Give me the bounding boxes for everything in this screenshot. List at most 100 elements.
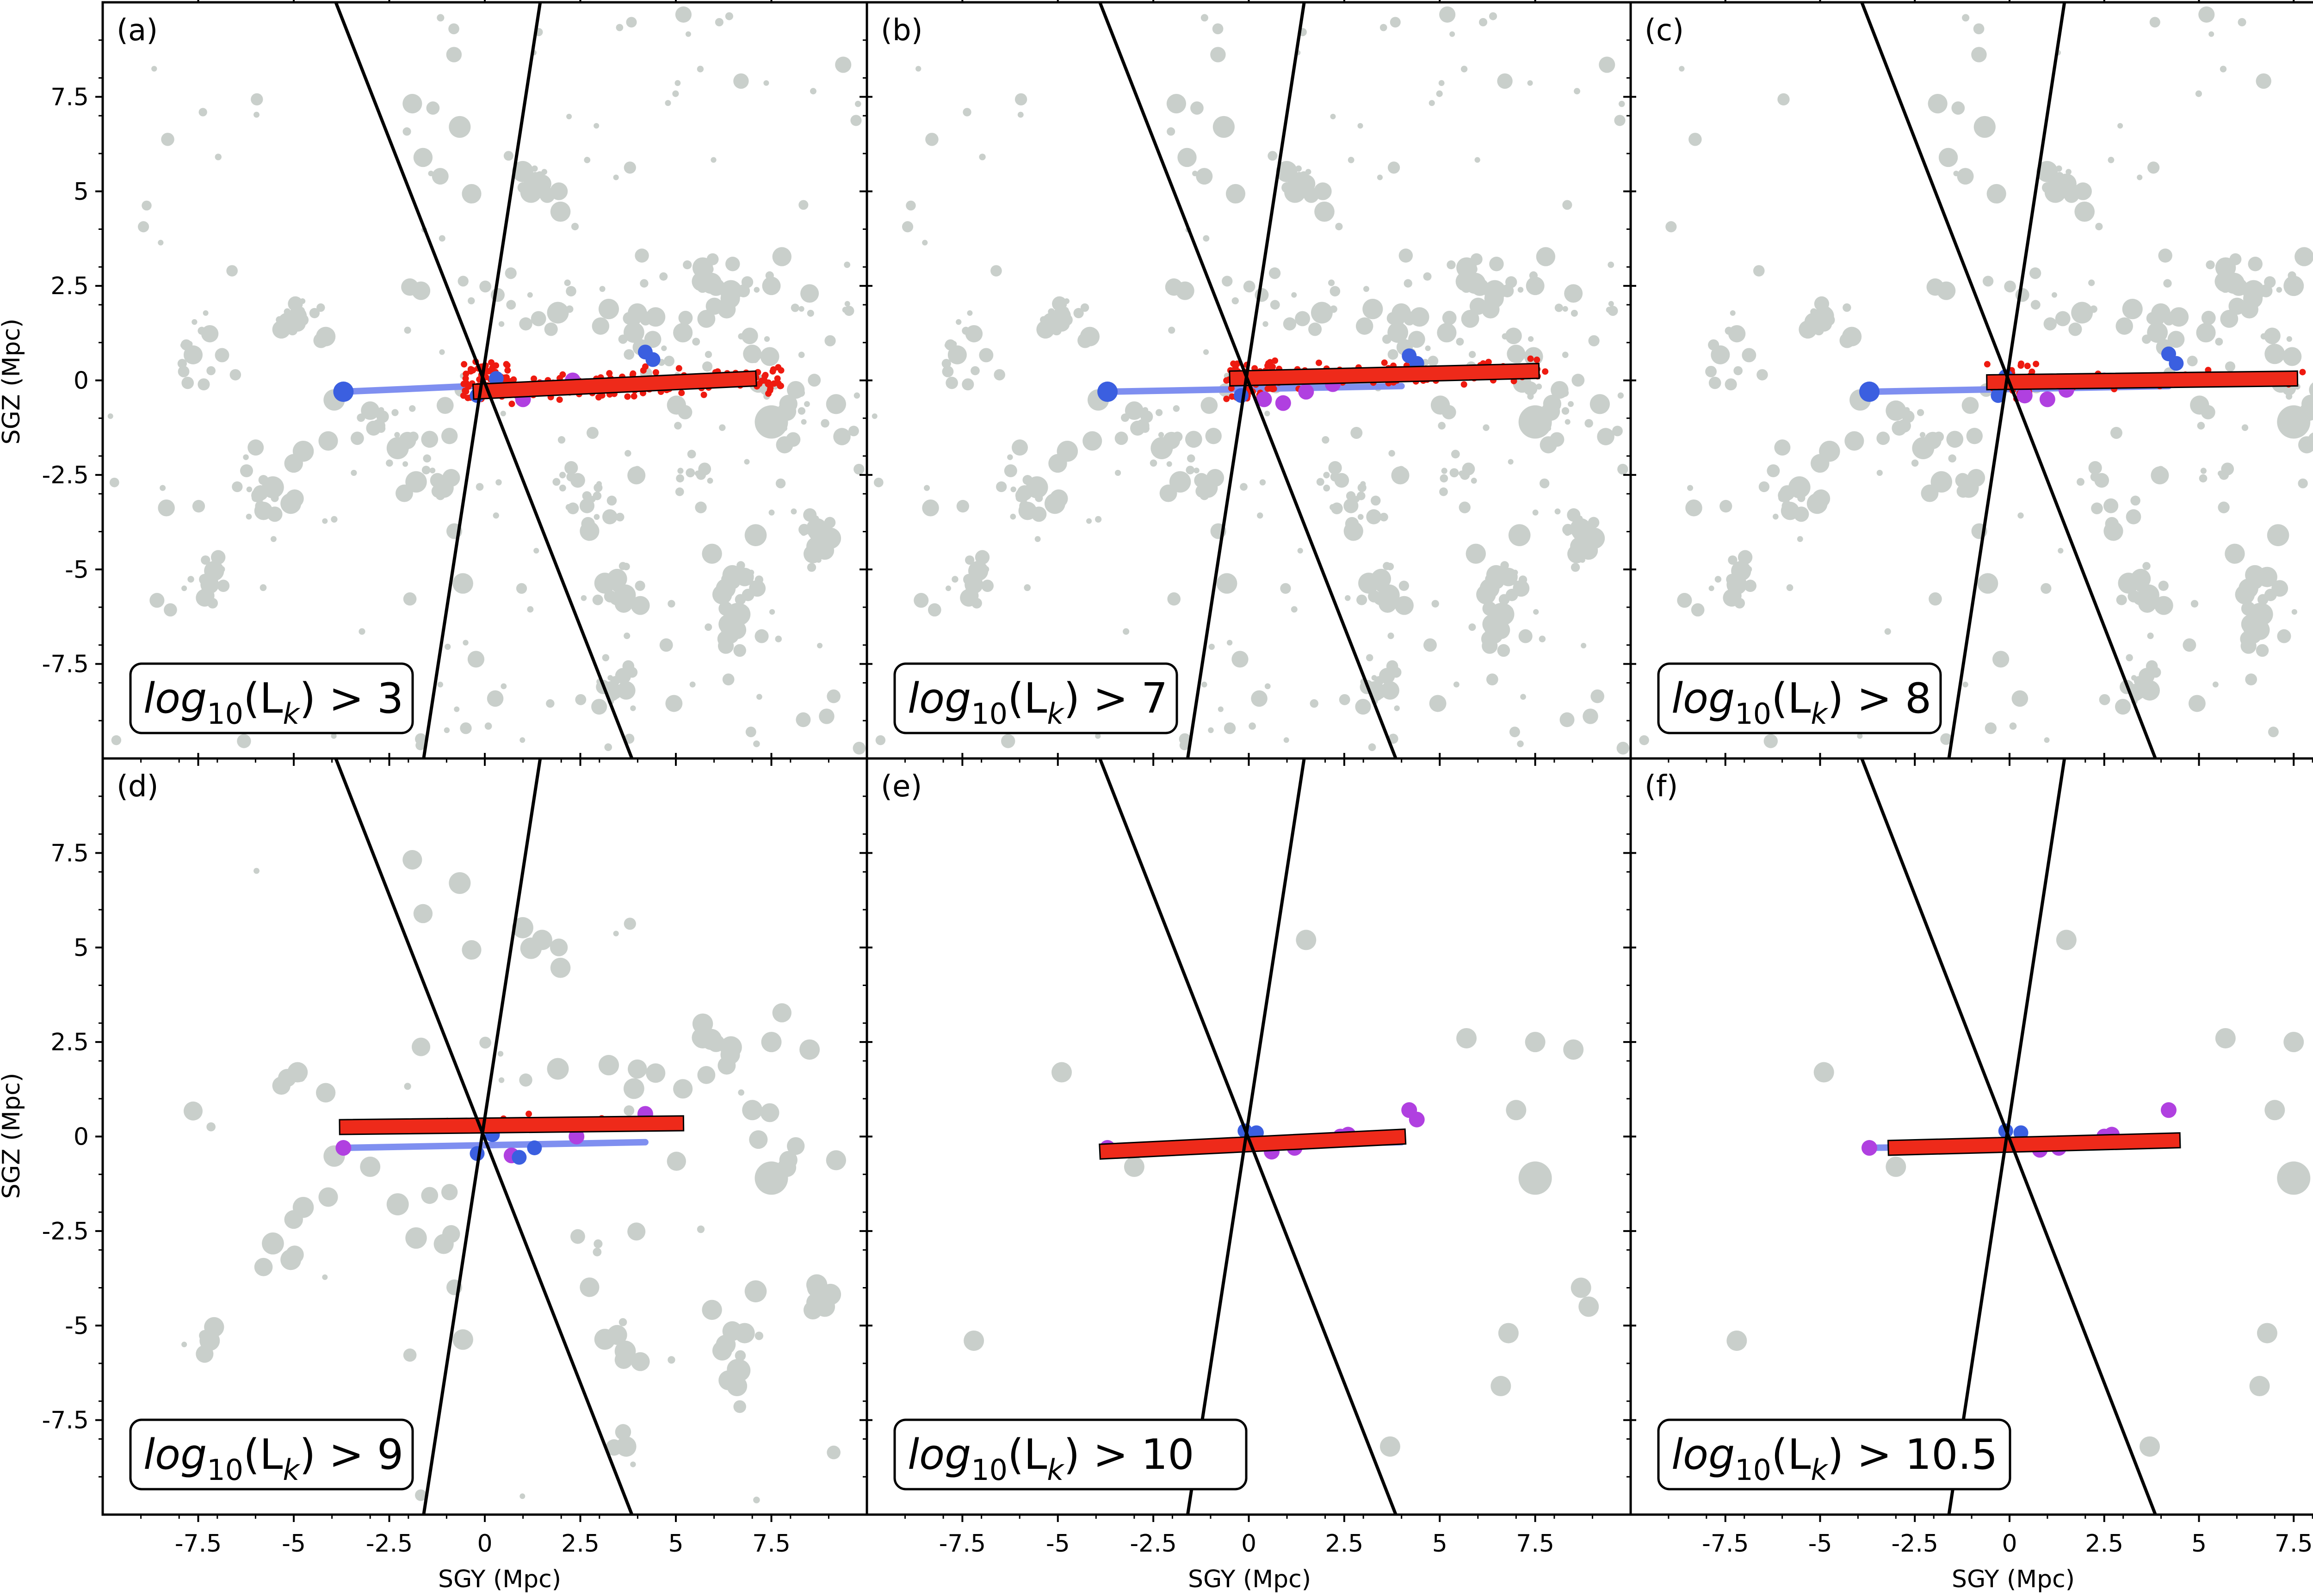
background-galaxy xyxy=(726,294,736,304)
background-galaxy xyxy=(2187,356,2198,367)
blue-galaxy-point xyxy=(645,352,661,367)
background-galaxy xyxy=(736,561,745,570)
background-galaxy xyxy=(1323,472,1330,479)
x-tick-label: 2.5 xyxy=(1325,1530,1364,1558)
threshold-sub-k: k xyxy=(1811,1453,1828,1487)
background-galaxy xyxy=(1440,474,1448,483)
background-galaxy xyxy=(181,376,194,389)
background-galaxy xyxy=(260,584,267,591)
background-galaxy xyxy=(683,260,692,270)
background-galaxy xyxy=(779,1151,798,1169)
threshold-box xyxy=(1657,662,1942,734)
background-galaxy xyxy=(187,576,194,583)
background-galaxy xyxy=(676,474,684,483)
background-galaxy xyxy=(1212,23,1224,35)
threshold-box xyxy=(129,662,414,734)
panel-a: -7.5 -5 -2.5 0 2.5 5 7.5 (a) log10(Lk) > 3 xyxy=(42,0,872,766)
steep-line xyxy=(1186,2,1306,758)
background-galaxy xyxy=(2068,322,2082,336)
background-galaxy xyxy=(584,157,591,163)
background-galaxy xyxy=(226,265,238,277)
background-galaxy xyxy=(697,1225,705,1233)
background-galaxy xyxy=(405,1227,427,1249)
background-galaxy xyxy=(519,737,526,743)
red-satellite-point xyxy=(630,370,637,377)
threshold-log: log xyxy=(1671,1430,1735,1479)
background-galaxy xyxy=(564,279,571,286)
background-galaxy xyxy=(413,148,433,167)
background-galaxy xyxy=(725,257,740,271)
background-galaxy xyxy=(1608,261,1614,268)
background-galaxy xyxy=(547,1058,569,1080)
background-galaxy xyxy=(1565,419,1571,425)
background-galaxy xyxy=(1728,325,1746,343)
background-galaxy xyxy=(1330,113,1336,119)
background-galaxy xyxy=(1745,566,1752,573)
background-galaxy xyxy=(1617,463,1628,475)
red-satellite-point xyxy=(489,364,496,371)
background-galaxy xyxy=(1430,395,1450,415)
threshold-sub: 10 xyxy=(207,1453,243,1487)
shallow-line xyxy=(1860,758,2157,1515)
background-galaxy xyxy=(2088,279,2095,286)
x-tick-label: 7.5 xyxy=(1516,1530,1554,1558)
background-galaxy xyxy=(1343,521,1363,541)
background-galaxy xyxy=(2249,294,2259,304)
background-galaxy-bright xyxy=(1507,345,1526,364)
background-galaxy xyxy=(1756,369,1768,381)
blue-galaxy-point xyxy=(333,382,354,402)
background-galaxy-bright xyxy=(2140,680,2160,701)
background-galaxy xyxy=(1397,466,1405,474)
background-galaxy xyxy=(798,351,805,358)
background-galaxy xyxy=(1023,488,1030,494)
background-galaxy xyxy=(519,1073,532,1087)
background-galaxy xyxy=(1561,407,1570,415)
background-galaxy xyxy=(498,1077,505,1083)
background-galaxy xyxy=(623,1078,644,1099)
background-galaxy xyxy=(1639,735,1649,746)
red-satellite-point xyxy=(675,365,682,372)
background-galaxy xyxy=(2282,347,2302,366)
background-galaxy xyxy=(550,938,568,956)
background-galaxy xyxy=(1264,683,1271,690)
background-galaxy xyxy=(1505,588,1518,601)
background-galaxy xyxy=(1447,260,1456,270)
background-galaxy xyxy=(1024,584,1031,591)
background-galaxy xyxy=(240,464,253,477)
background-galaxy xyxy=(1423,638,1437,652)
background-galaxy xyxy=(550,182,568,200)
background-galaxy xyxy=(827,1445,841,1460)
background-galaxy xyxy=(432,168,449,185)
background-galaxy xyxy=(1226,640,1233,646)
threshold-log: log xyxy=(1671,674,1735,723)
background-galaxy xyxy=(270,536,277,542)
panel-letter: (d) xyxy=(117,770,159,804)
background-galaxy xyxy=(1123,628,1130,635)
background-galaxy xyxy=(787,1137,805,1155)
background-galaxy xyxy=(1518,629,1533,643)
threshold-sub-k: k xyxy=(1811,697,1828,731)
background-galaxy xyxy=(1366,509,1381,524)
y-tick-label: 5 xyxy=(74,934,89,962)
background-galaxy xyxy=(1185,431,1202,448)
red-satellite-point xyxy=(1527,355,1534,362)
red-satellite-point xyxy=(526,1110,532,1117)
background-galaxy xyxy=(1616,741,1630,755)
background-galaxy xyxy=(967,310,973,316)
background-galaxy xyxy=(1167,592,1181,606)
background-galaxy xyxy=(659,272,668,281)
red-satellite-point xyxy=(777,382,784,389)
background-galaxy xyxy=(570,473,585,488)
background-galaxy xyxy=(1527,80,1533,86)
background-galaxy xyxy=(1031,506,1047,522)
background-galaxy xyxy=(854,100,861,107)
background-galaxy xyxy=(696,470,706,480)
background-galaxy xyxy=(1812,489,1831,508)
background-galaxy xyxy=(678,310,693,325)
background-galaxy-bright xyxy=(1506,1100,1527,1121)
background-galaxy xyxy=(111,735,122,746)
background-galaxy xyxy=(1363,286,1369,292)
background-galaxy xyxy=(512,917,533,938)
background-galaxy xyxy=(2198,6,2215,23)
panel-letter: (c) xyxy=(1645,13,1684,48)
